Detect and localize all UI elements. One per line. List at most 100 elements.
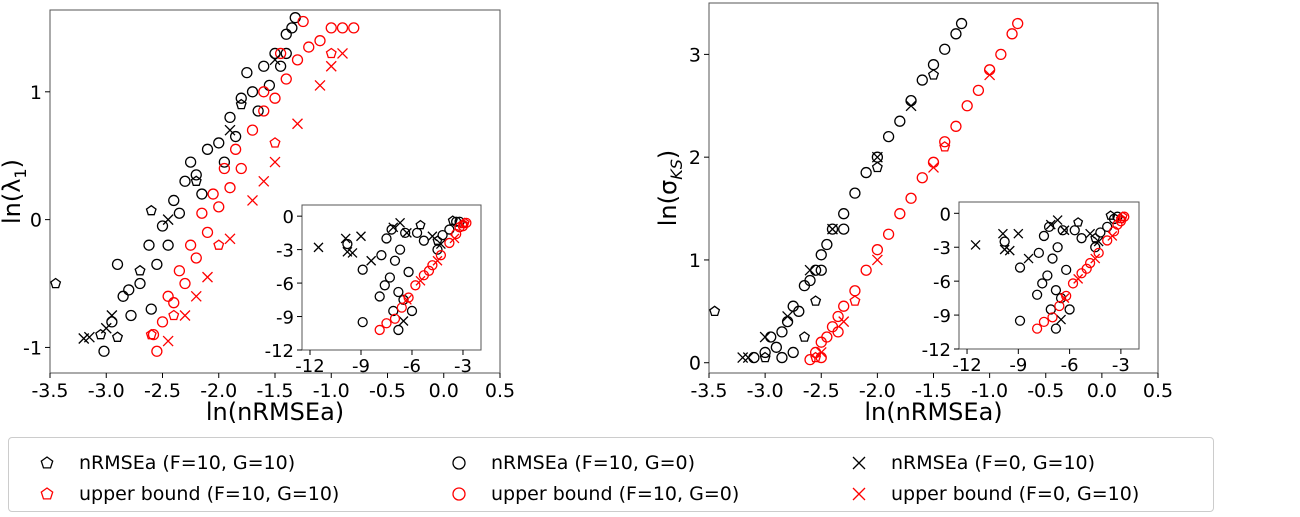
series-pentagon-black bbox=[50, 98, 247, 342]
data-point bbox=[280, 47, 292, 60]
data-point bbox=[939, 136, 951, 148]
data-point bbox=[423, 265, 435, 276]
legend: nRMSEa (F=10, G=10) nRMSEa (F=10, G=0) nRM… bbox=[8, 437, 1214, 512]
data-point bbox=[1033, 247, 1044, 259]
left-inset-plot: -12 -9 -6 -3 -12 -9 -6 -3 0 bbox=[265, 204, 482, 377]
legend-label: upper bound (F=0, G=10) bbox=[891, 483, 1140, 505]
data-point bbox=[269, 137, 281, 148]
data-point bbox=[168, 297, 180, 309]
x-tick-label: -3.5 bbox=[690, 380, 727, 402]
data-point bbox=[997, 228, 1008, 239]
legend-item: nRMSEa (F=10, G=10) bbox=[37, 450, 295, 476]
data-point bbox=[1064, 304, 1075, 315]
data-point bbox=[810, 351, 822, 363]
x-tick-label: -3 bbox=[1112, 355, 1130, 376]
x-tick-label: 0.5 bbox=[1143, 380, 1173, 402]
series-x-black bbox=[313, 217, 446, 326]
x-tick-label: -2.0 bbox=[200, 380, 237, 402]
data-point bbox=[201, 226, 214, 239]
data-point bbox=[235, 98, 247, 110]
series-circle-red bbox=[804, 17, 1024, 366]
data-point bbox=[444, 237, 455, 249]
circle-marker-icon bbox=[452, 456, 466, 470]
data-point bbox=[1052, 242, 1063, 253]
data-point bbox=[111, 331, 124, 342]
series-x-black bbox=[737, 100, 917, 364]
legend-label: upper bound (F=10, G=0) bbox=[491, 483, 740, 505]
data-point bbox=[269, 54, 281, 66]
data-point bbox=[337, 47, 348, 59]
data-point bbox=[384, 272, 396, 283]
data-point bbox=[297, 15, 309, 28]
data-point bbox=[1085, 228, 1096, 239]
data-point bbox=[374, 324, 385, 336]
data-point bbox=[145, 303, 157, 315]
data-point bbox=[1014, 262, 1026, 273]
data-point bbox=[970, 240, 981, 250]
data-point bbox=[190, 175, 202, 186]
x-tick-label: -12 bbox=[295, 356, 324, 377]
data-point bbox=[393, 324, 404, 336]
data-point bbox=[314, 79, 326, 91]
data-point bbox=[151, 258, 163, 271]
data-point bbox=[435, 239, 446, 249]
legend-marker bbox=[852, 456, 866, 470]
data-point bbox=[147, 329, 160, 341]
data-point bbox=[804, 264, 816, 276]
data-point bbox=[263, 79, 276, 92]
data-point bbox=[95, 328, 107, 340]
legend-label: nRMSEa (F=10, G=0) bbox=[491, 452, 696, 474]
x-tick-label: -3.0 bbox=[747, 380, 784, 402]
data-point bbox=[123, 284, 135, 296]
data-point bbox=[449, 233, 460, 244]
data-point bbox=[838, 300, 850, 312]
data-point bbox=[1102, 235, 1113, 246]
data-point bbox=[314, 35, 326, 47]
data-point bbox=[1045, 304, 1056, 315]
data-point bbox=[1117, 211, 1128, 221]
legend-marker bbox=[452, 456, 466, 470]
data-point bbox=[961, 100, 973, 112]
data-point bbox=[415, 275, 426, 286]
data-point bbox=[162, 335, 174, 347]
y-tick-label: 0 bbox=[940, 204, 951, 225]
data-point bbox=[258, 105, 270, 117]
data-point bbox=[894, 208, 906, 220]
data-point bbox=[905, 192, 917, 204]
data-point bbox=[815, 264, 827, 276]
data-point bbox=[832, 310, 844, 323]
data-point bbox=[871, 254, 883, 266]
data-point bbox=[398, 316, 409, 326]
y-tick-label: 1 bbox=[30, 82, 42, 104]
data-point bbox=[1105, 210, 1116, 220]
data-point bbox=[776, 326, 788, 338]
data-point bbox=[1059, 225, 1070, 236]
data-point bbox=[388, 222, 399, 233]
data-point bbox=[83, 331, 95, 343]
series-pentagon-red bbox=[810, 141, 951, 363]
data-point bbox=[1047, 253, 1058, 264]
data-point bbox=[173, 207, 186, 219]
pentagon-marker-icon bbox=[40, 487, 54, 500]
data-point bbox=[213, 137, 225, 149]
data-point bbox=[379, 280, 390, 291]
data-point bbox=[457, 218, 469, 229]
data-point bbox=[224, 182, 236, 194]
data-point bbox=[1014, 315, 1026, 326]
data-point bbox=[269, 47, 281, 60]
data-point bbox=[1037, 278, 1048, 289]
data-point bbox=[832, 326, 844, 338]
x-tick-label: -1.5 bbox=[256, 380, 293, 402]
data-point bbox=[292, 118, 303, 130]
data-point bbox=[1013, 228, 1024, 239]
data-point bbox=[737, 352, 749, 364]
data-point bbox=[357, 316, 368, 328]
y-axis-label: ln(σKS) bbox=[654, 150, 686, 226]
data-point bbox=[815, 346, 827, 358]
data-point bbox=[406, 305, 418, 317]
data-point bbox=[804, 274, 816, 287]
data-point bbox=[201, 143, 214, 155]
data-point bbox=[291, 54, 304, 66]
data-point bbox=[396, 302, 407, 313]
data-point bbox=[1052, 215, 1063, 226]
